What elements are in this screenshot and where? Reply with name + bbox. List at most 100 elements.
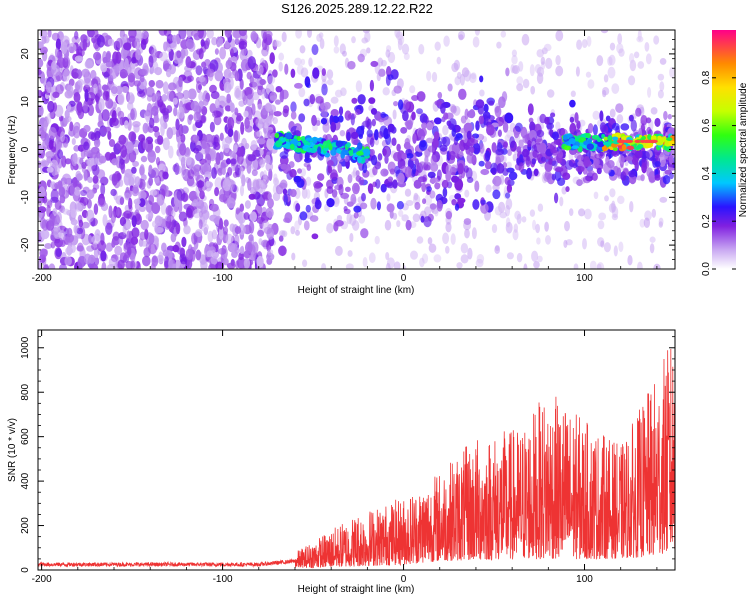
spectrogram-blob [504, 176, 511, 186]
spectrogram-blob [635, 175, 644, 181]
spectrogram-blob [662, 175, 671, 185]
spectrogram-blob [394, 165, 401, 175]
spectrogram-blob [275, 85, 283, 93]
spectrogram-blob [433, 117, 442, 125]
spectrogram-blob [564, 160, 574, 170]
spectrogram-blob [252, 78, 258, 90]
spectrogram-blob [361, 37, 369, 44]
spectrogram-blob [93, 51, 102, 61]
spectrogram-blob [387, 176, 394, 182]
spectrogram-blob [315, 120, 321, 126]
spectrogram-blob [44, 263, 49, 269]
spectrogram-blob [537, 203, 544, 212]
spectrogram-blob [179, 143, 187, 156]
spectrogram-blob [161, 93, 168, 102]
spectrogram-blob [360, 228, 369, 239]
spectrogram-blob [552, 131, 559, 141]
spectrogram-blob [101, 262, 107, 269]
spectrogram-blob [90, 152, 98, 159]
spectrogram-blob [321, 83, 328, 96]
spectrogram-blob [267, 198, 274, 209]
spectrogram-blob [87, 176, 94, 183]
spectrogram-xtick-label: -200 [32, 273, 52, 284]
spectrogram-blob [164, 255, 170, 269]
spectrogram-blob [138, 198, 146, 208]
spectrogram-blob [194, 229, 203, 238]
spectrogram-blob [180, 133, 186, 143]
spectrogram-blob [151, 220, 158, 228]
spectrogram-blob [217, 95, 227, 104]
spectrogram-blob [234, 226, 242, 235]
spectrogram-blob [300, 58, 306, 66]
spectrogram-blob [254, 203, 263, 217]
spectrogram-blob [647, 86, 652, 98]
spectrogram-blob [269, 52, 275, 64]
spectrogram-blob [248, 193, 256, 200]
spectrogram-blob [385, 251, 390, 261]
spectrogram-blob [44, 242, 53, 250]
spectrogram-blob [326, 78, 334, 86]
spectrogram-blob [463, 131, 468, 144]
spectrogram-blob [142, 255, 151, 267]
spectrogram-blob [587, 79, 595, 89]
spectrogram-blob [272, 69, 278, 78]
spectrogram-blob [52, 91, 60, 99]
spectrogram-blob [206, 250, 214, 258]
spectrogram-blob [450, 233, 456, 245]
spectrogram-blob [183, 225, 191, 235]
spectrogram-blob [417, 129, 426, 141]
spectrogram-blob [422, 198, 427, 205]
spectrogram-blob [57, 149, 64, 160]
colorbar-ticks: 0.0 0.2 0.4 0.6 0.8 [701, 70, 736, 276]
spectrogram-blob [651, 208, 657, 218]
spectrogram-blob [491, 142, 497, 153]
spectrogram-blob [251, 158, 259, 171]
spectrogram-blob [187, 169, 195, 180]
spectrogram-blob [355, 170, 360, 177]
spectrogram-blob [550, 112, 556, 118]
spectrogram-blob [531, 137, 537, 149]
spectrogram-blob [385, 182, 394, 189]
spectrogram-blob [599, 110, 604, 122]
spectrogram-blob [244, 200, 251, 209]
spectrogram-blob [596, 262, 605, 269]
spectrogram-blob [305, 204, 311, 213]
snr-ytick-label: 400 [20, 472, 31, 489]
spectrogram-blob [501, 91, 508, 103]
spectrogram-blob [87, 157, 95, 167]
spectrogram-blob [149, 189, 158, 196]
spectrogram-blob [540, 56, 546, 65]
spectrogram-blob [190, 140, 196, 152]
spectrogram-blob [608, 54, 616, 66]
spectrogram-blob [283, 193, 288, 206]
spectrogram-blob [201, 61, 207, 68]
spectrogram-blob [434, 41, 441, 51]
spectrogram-blob [259, 78, 266, 86]
spectrogram-blob [119, 196, 125, 206]
spectrogram-blob [353, 205, 362, 213]
spectrogram-blob [210, 256, 218, 265]
spectrogram-blob [247, 177, 252, 191]
spectrogram-blob [38, 260, 42, 269]
spectrogram-blob [238, 30, 247, 37]
spectrogram-blob [239, 184, 245, 197]
spectrogram-blob [48, 139, 54, 150]
spectrogram-blob [281, 31, 287, 43]
spectrogram-blob [284, 63, 289, 75]
spectrogram-blob [344, 186, 351, 193]
spectrogram-blob [155, 156, 161, 166]
spectrogram-blob [384, 219, 392, 231]
spectrogram-blob [385, 133, 392, 146]
spectrogram-blob [504, 112, 514, 124]
spectrogram-blob [294, 148, 302, 153]
spectrogram-blob [239, 78, 244, 90]
spectrogram-blob [84, 70, 89, 79]
spectrogram-blob [165, 68, 172, 78]
spectrogram-blob [218, 248, 227, 255]
spectrogram-blob [272, 192, 281, 201]
spectrogram-blob [54, 181, 63, 190]
spectrogram-blob [291, 252, 296, 261]
spectrogram-blob [568, 208, 574, 216]
spectrogram-blob [609, 188, 616, 198]
